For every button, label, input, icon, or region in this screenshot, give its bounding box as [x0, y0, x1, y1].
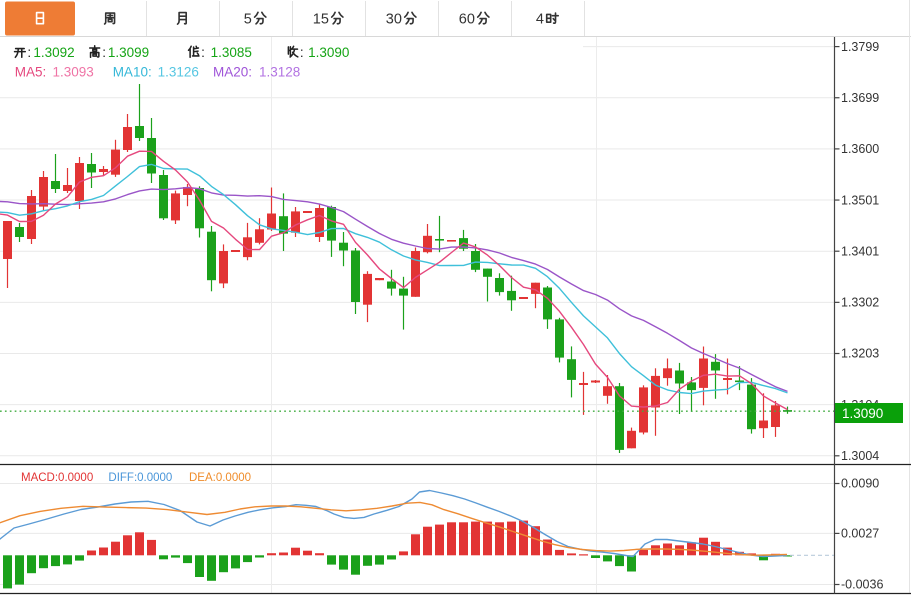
svg-text:1.3004: 1.3004	[841, 449, 879, 463]
svg-text:0.0027: 0.0027	[841, 527, 879, 541]
svg-text:DIFF:0.0000: DIFF:0.0000	[108, 472, 172, 484]
svg-text::: :	[102, 45, 106, 60]
svg-text:60: 60	[459, 12, 475, 28]
svg-text::: :	[201, 45, 205, 60]
svg-text:0.0090: 0.0090	[841, 477, 879, 491]
svg-text:1.3203: 1.3203	[841, 347, 879, 361]
svg-text:1.3126: 1.3126	[158, 65, 199, 80]
svg-text:MA20:: MA20:	[213, 65, 252, 80]
svg-text:1.3799: 1.3799	[841, 40, 879, 54]
svg-text:1.3128: 1.3128	[259, 65, 300, 80]
svg-text:4: 4	[536, 12, 544, 28]
svg-text:MA10:: MA10:	[113, 65, 152, 80]
svg-text::: :	[300, 45, 304, 60]
svg-text:1.3302: 1.3302	[841, 296, 879, 310]
svg-text:1.3501: 1.3501	[841, 193, 879, 207]
svg-text:1.3092: 1.3092	[33, 45, 74, 60]
svg-text:15: 15	[313, 12, 329, 28]
svg-text:1.3093: 1.3093	[53, 65, 94, 80]
svg-text:-0.0036: -0.0036	[841, 578, 883, 592]
svg-text:1.3600: 1.3600	[841, 142, 879, 156]
svg-text:1.3090: 1.3090	[842, 406, 883, 421]
svg-text:1.3401: 1.3401	[841, 244, 879, 258]
svg-text:MACD:0.0000: MACD:0.0000	[21, 472, 93, 484]
svg-text:5: 5	[244, 12, 252, 28]
svg-text::: :	[27, 45, 31, 60]
svg-text:1.3085: 1.3085	[211, 45, 252, 60]
svg-text:1.3099: 1.3099	[108, 45, 149, 60]
svg-text:30: 30	[386, 12, 402, 28]
svg-text:DEA:0.0000: DEA:0.0000	[189, 472, 251, 484]
svg-text:1.3090: 1.3090	[308, 45, 349, 60]
svg-text:MA5:: MA5:	[15, 65, 47, 80]
svg-text:1.3699: 1.3699	[841, 91, 879, 105]
